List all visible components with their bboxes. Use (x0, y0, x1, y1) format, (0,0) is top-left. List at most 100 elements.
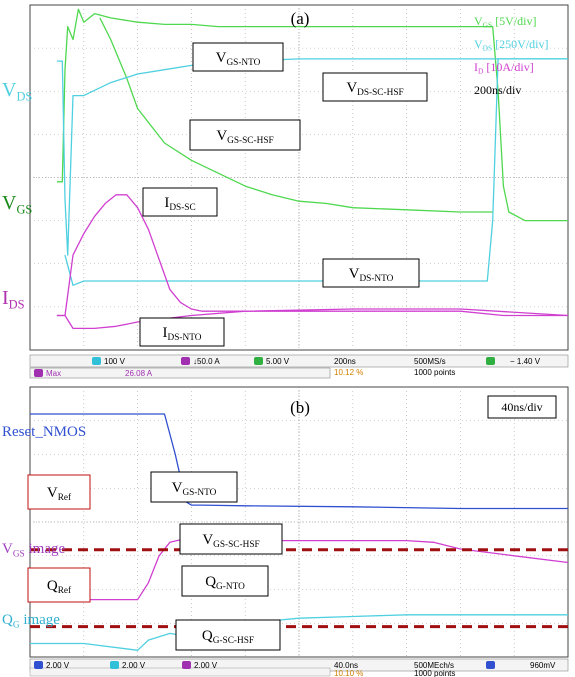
annotation-b-0: VGS-NTO (172, 480, 217, 498)
annotation-1-box (322, 72, 428, 102)
annotation-2: VGS-SC-HSF (216, 128, 273, 146)
annotation-5-box (139, 317, 225, 347)
timediv-label: 40ns/div (501, 400, 542, 414)
annotation-b-3: QG-SC-HSF (202, 628, 254, 646)
annotation-b-1-main: V (202, 532, 213, 548)
ref-label-0-main: V (47, 485, 58, 501)
annotation-b-1-sub: GS-SC-HSF (213, 540, 260, 550)
panel-a-grid (30, 5, 568, 350)
measure-marker (34, 369, 43, 377)
annotation-0-sub: GS-NTO (226, 58, 260, 68)
annotation-b-3-main: Q (202, 628, 213, 644)
series-1 (99, 17, 493, 213)
annotation-5-sub: DS-NTO (168, 333, 202, 343)
annotation-b-0-sub: GS-NTO (182, 488, 216, 498)
ch3-scale-b: 2.00 V (194, 661, 218, 670)
legend-item-0-rest: [5V/div] (492, 14, 536, 28)
legend-item-1: VDS [250V/div] (474, 37, 549, 53)
channel-label-b-2-sub: G (13, 620, 20, 630)
annotation-4-sub: DS-NTO (359, 274, 393, 284)
annotation-4: VDS-NTO (349, 266, 394, 284)
ref-label-1: QRef (47, 578, 72, 596)
ch4-marker (254, 357, 263, 365)
timebase-b: 40.0ns (334, 661, 358, 670)
annotation-2-box (189, 119, 301, 151)
ch2-marker-b (110, 661, 119, 669)
channel-label-b-1-main: V (2, 541, 13, 557)
channel-label-b-2: QG image (2, 612, 60, 630)
panel-a-title: (a) (291, 9, 310, 28)
ch2-scale: 100 V (104, 357, 126, 366)
annotation-3-sub: DS-SC (169, 203, 195, 213)
legend-item-0-main: V (474, 14, 483, 28)
trigger-position-b: 10.10 % (334, 669, 363, 677)
ref-label-0-sub: Ref (58, 492, 72, 503)
annotation-0-box (192, 42, 284, 72)
trigger-position: 10.12 % (334, 368, 363, 377)
legend-item-3: 200ns/div (474, 83, 521, 97)
panel-a-status-bar: 100 V ↓50.0 A 5.00 V 200ns 10.12 % 500MS… (29, 354, 569, 379)
record-length-b: 1000 points (414, 669, 455, 677)
series-0 (56, 8, 568, 222)
trigger-level: − 1.40 V (510, 357, 541, 366)
trigger-channel-marker (486, 357, 495, 365)
annotation-b-1: VGS-SC-HSF (202, 532, 259, 550)
channel-label-0: VDS (2, 79, 32, 103)
channel-label-2-main: I (2, 287, 9, 309)
annotation-b-2: QG-NTO (205, 574, 245, 592)
ref-label-1-sub: Ref (58, 585, 72, 596)
channel-label-2-sub: DS (9, 297, 25, 311)
channel-label-b-1: VGS image (2, 541, 65, 559)
annotation-b-3-sub: G-SC-HSF (213, 636, 254, 646)
panel-b-title: (b) (290, 398, 310, 417)
measure-value: 26.08 A (125, 369, 153, 378)
series-4 (56, 194, 568, 317)
panel-a-legend: VGS [5V/div]VDS [250V/div]ID [10A/div]20… (474, 14, 549, 97)
panel-a-annotations: VGS-NTOVDS-SC-HSFVGS-SC-HSFIDS-SCVDS-NTO… (139, 42, 428, 347)
measure-label: Max (46, 369, 61, 378)
legend-item-1-sub: DS (483, 44, 493, 53)
timediv-box (487, 395, 557, 419)
channel-label-b-0-main: Reset_NMOS (2, 424, 86, 440)
trigger-channel-marker-b (486, 661, 495, 669)
annotation-b-2-main: Q (205, 574, 216, 590)
ref-label-0: VRef (47, 485, 72, 503)
channel-label-1-main: V (2, 192, 17, 214)
series-0 (30, 413, 568, 510)
ch3-marker-b (182, 661, 191, 669)
annotation-5-main: I (163, 325, 168, 341)
legend-item-2-main: I (474, 60, 478, 74)
channel-label-b-0: Reset_NMOS (2, 424, 86, 440)
legend-item-0-sub: GS (483, 21, 493, 30)
annotation-0: VGS-NTO (216, 50, 261, 68)
annotation-1-sub: DS-SC-HSF (357, 88, 404, 98)
panel-b-status-bar: 2.00 V 2.00 V 2.00 V 40.0ns 10.10 % 500M… (29, 658, 569, 677)
channel-label-0-sub: DS (16, 89, 32, 103)
channel-label-b-2-rest: image (20, 612, 61, 628)
annotation-1-main: V (346, 80, 357, 96)
series-5 (56, 308, 569, 330)
legend-item-2-rest: [10A/div] (483, 60, 533, 74)
legend-item-2-sub: D (478, 67, 484, 76)
annotation-4-main: V (349, 266, 360, 282)
timebase: 200ns (334, 357, 356, 366)
annotation-5: IDS-NTO (163, 325, 202, 343)
ref-label-1-box (27, 567, 91, 603)
channel-label-1-sub: GS (16, 202, 32, 216)
ch3-marker (181, 357, 190, 365)
legend-item-1-main: V (474, 37, 483, 51)
annotation-1: VDS-SC-HSF (346, 80, 403, 98)
channel-label-b-1-sub: GS (13, 549, 25, 559)
annotation-3-main: I (164, 195, 169, 211)
record-length: 1000 points (414, 368, 455, 377)
annotation-0-main: V (216, 50, 227, 66)
legend-item-1-rest: [250V/div] (492, 37, 548, 51)
legend-item-3-main: 200ns/div (474, 83, 521, 97)
annotation-b-2-box (181, 565, 269, 597)
channel-label-b-2-main: Q (2, 612, 13, 628)
ref-label-0-box (27, 474, 91, 510)
annotation-3-box (142, 187, 218, 217)
